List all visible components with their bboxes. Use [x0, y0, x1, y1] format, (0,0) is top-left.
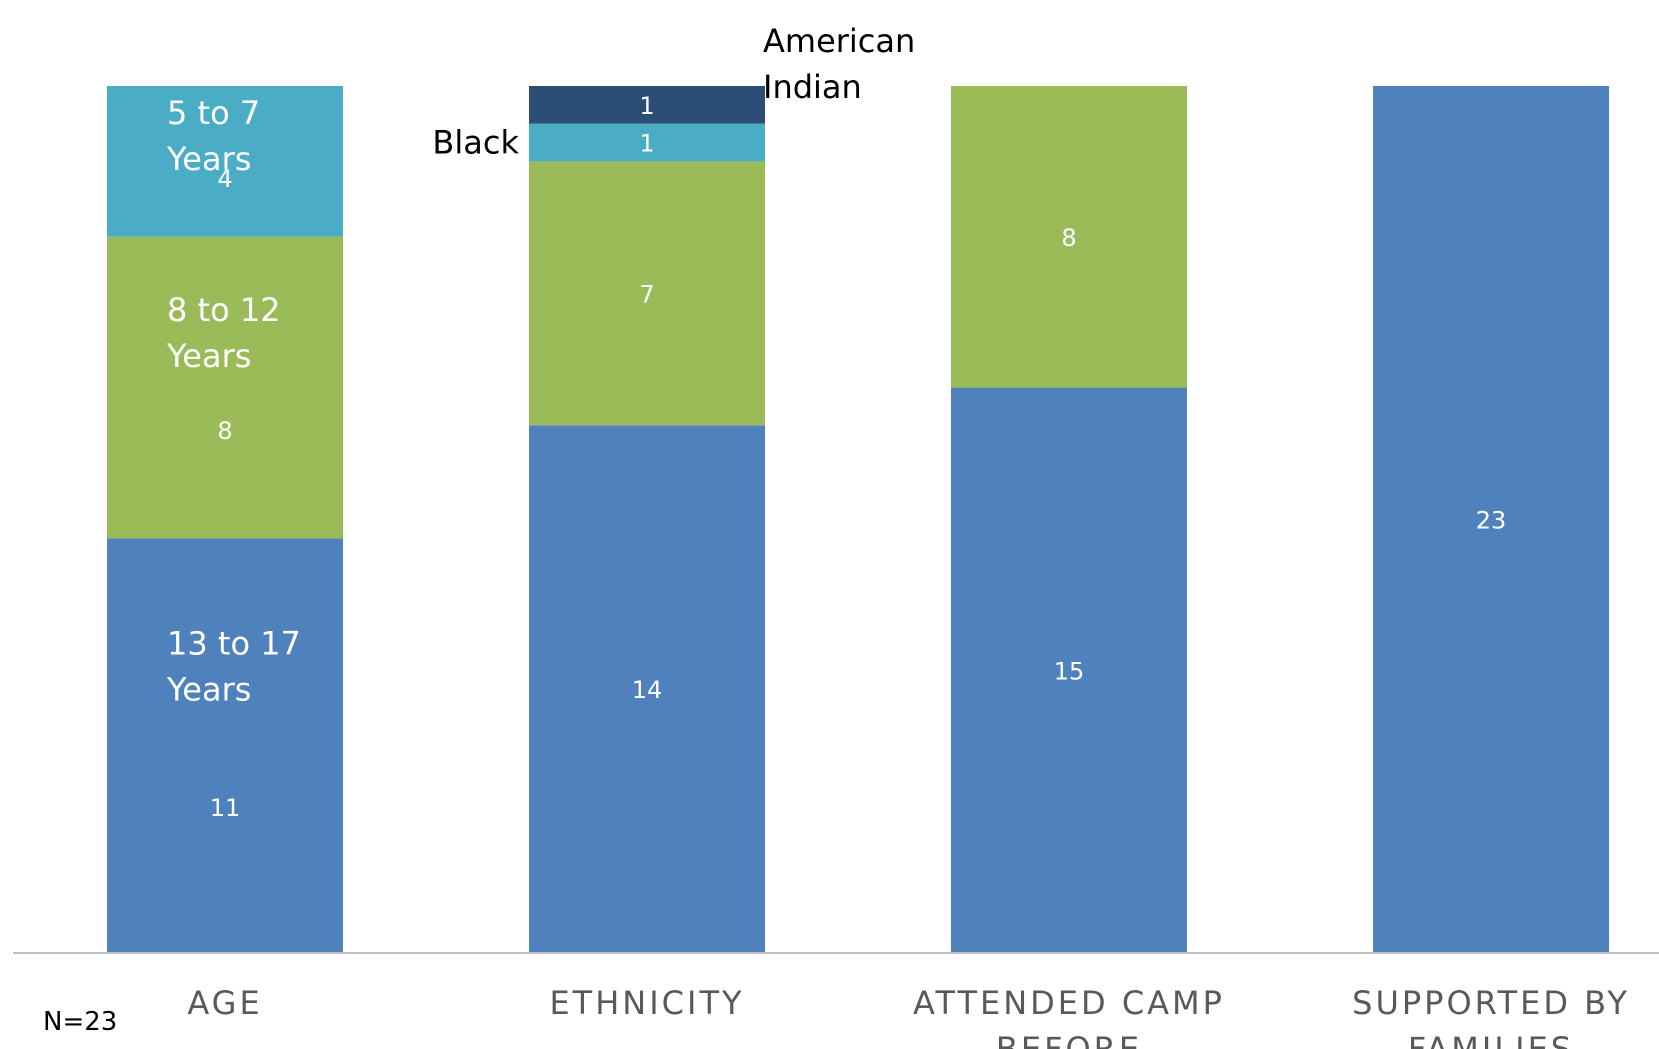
segment-label: Years [166, 670, 251, 708]
segment-label: Years [166, 337, 251, 375]
category-label: ETHNICITY [549, 984, 744, 1022]
data-label: 8 [217, 417, 232, 445]
segment-label: 13 to 17 [167, 624, 301, 662]
bar-segment-2-0 [951, 387, 1187, 954]
bar-segment-3-0 [1373, 86, 1609, 953]
data-label: 14 [632, 676, 663, 704]
data-label: 15 [1054, 657, 1085, 685]
bar-segment-1-2 [529, 123, 765, 162]
data-label: 1 [639, 92, 654, 120]
data-label: 4 [217, 165, 232, 193]
bar-segment-0-2 [107, 86, 343, 237]
category-label: AGE [187, 984, 262, 1022]
segment-label: 8 to 12 [167, 291, 281, 329]
segment-label: American [763, 22, 915, 60]
segment-label: Years [166, 140, 251, 178]
bar-segment-1-3 [529, 86, 765, 124]
category-label: BEFORE [996, 1030, 1142, 1049]
data-label: 7 [639, 280, 654, 308]
segment-label: Black [432, 124, 519, 162]
category-label: SUPPORTED BY [1352, 984, 1630, 1022]
bar-segment-1-1 [529, 161, 765, 426]
bar-segment-1-0 [529, 425, 765, 953]
data-label: 8 [1061, 224, 1076, 252]
data-label: 23 [1476, 507, 1507, 535]
category-label: FAMILIES [1408, 1030, 1574, 1049]
category-label: ATTENDED CAMP [913, 984, 1225, 1022]
bar-segment-0-1 [107, 236, 343, 539]
bar-segment-2-1 [951, 86, 1187, 388]
data-label: 11 [210, 794, 241, 822]
category-labels: AGE ETHNICITY ATTENDED CAMP BEFORE SUPPORTED… [187, 984, 1630, 1049]
sample-size-note: N=23 [43, 1007, 117, 1037]
segment-label: Indian [763, 68, 862, 106]
data-label: 1 [639, 130, 654, 158]
segment-label: 5 to 7 [167, 94, 260, 132]
bar-segment-0-0 [107, 538, 343, 953]
